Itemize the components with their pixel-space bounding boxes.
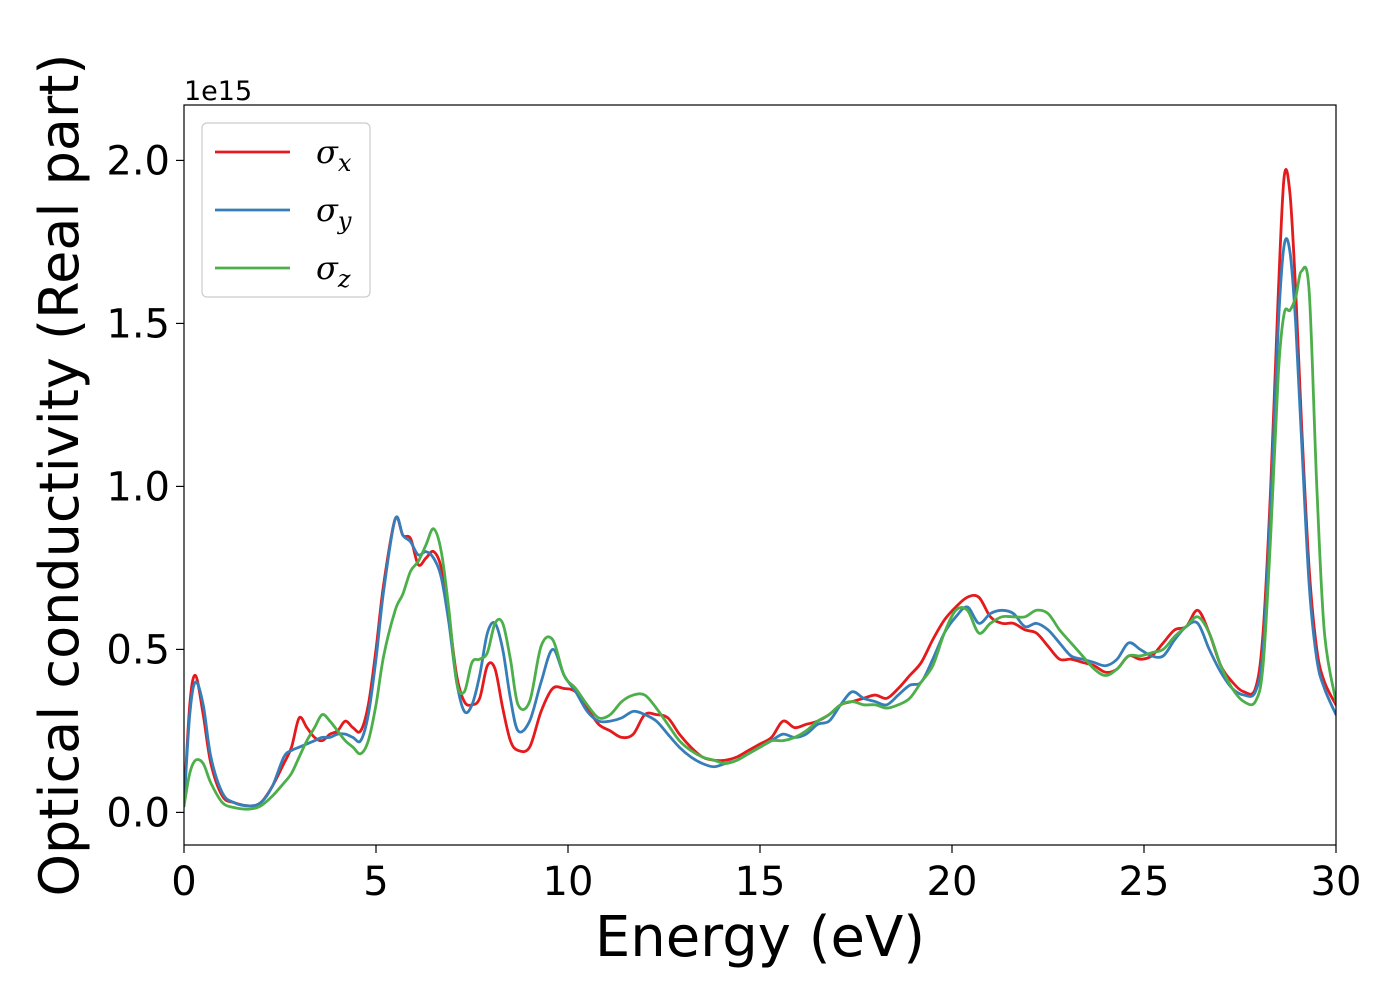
x-tick-label: 30 [1311, 859, 1362, 905]
series-line-z [184, 265, 1336, 811]
x-tick-label: 20 [927, 859, 978, 905]
x-tick-label: 15 [735, 859, 786, 905]
x-axis-label: Energy (eV) [595, 905, 925, 970]
x-tick-label: 5 [363, 859, 388, 905]
x-tick-label: 10 [543, 859, 594, 905]
y-tick-label: 2.0 [106, 138, 170, 184]
x-tick-label: 25 [1119, 859, 1170, 905]
legend-subscript-x: x [338, 149, 352, 177]
x-tick-label: 0 [171, 859, 196, 905]
y-tick-label: 1.0 [106, 464, 170, 510]
legend-subscript-z: z [337, 265, 351, 293]
legend-label-y: σy [316, 191, 352, 235]
y-tick-label: 0.0 [106, 790, 170, 836]
x-axis: 0 5 10 15 20 25 30 [171, 845, 1361, 905]
series-layer [184, 168, 1336, 811]
y-axis-label: Optical conductivity (Real part) [28, 54, 91, 897]
y-axis: 0.0 0.5 1.0 1.5 2.0 [106, 138, 184, 836]
y-tick-label: 1.5 [106, 301, 170, 347]
y-tick-label: 0.5 [106, 627, 170, 673]
legend-subscript-y: y [337, 207, 352, 235]
legend-label-x: σx [316, 133, 352, 177]
y-offset-label: 1e15 [184, 76, 252, 107]
